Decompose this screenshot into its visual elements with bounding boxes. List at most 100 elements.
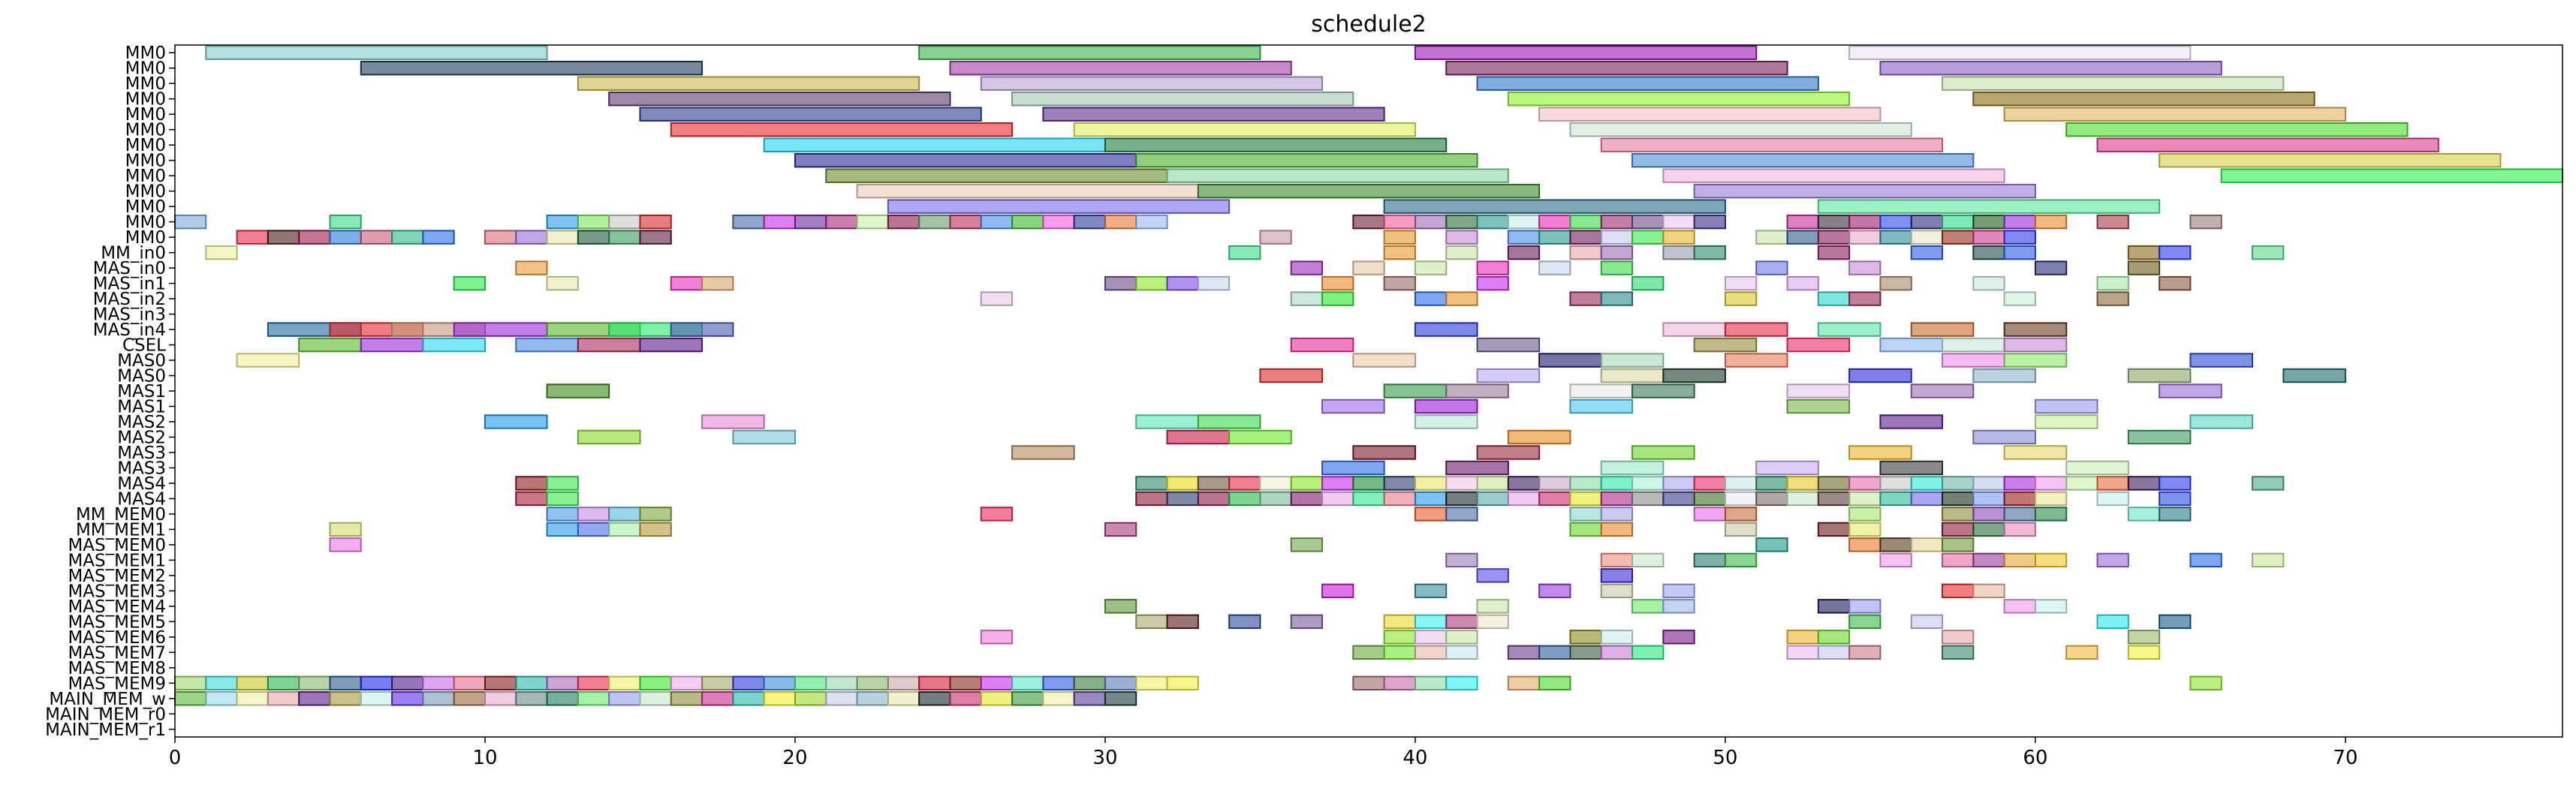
task-bar [1197, 414, 1261, 429]
y-axis: MM0MM0MM0MM0MM0MM0MM0MM0MM0MM0MM0MM0MM0M… [45, 44, 175, 740]
task-bar [1290, 260, 1324, 275]
task-bar [1321, 476, 1354, 491]
task-bar [1197, 491, 1231, 507]
task-bar [1755, 476, 1788, 491]
y-tick-label: MM_MEM1 [76, 520, 166, 540]
task-bar [329, 522, 362, 537]
task-bar [422, 691, 455, 706]
task-bar [484, 691, 517, 706]
task-bar [1724, 322, 1788, 337]
task-bar [887, 199, 1231, 214]
task-bar [1414, 675, 1448, 691]
task-bar [1352, 476, 1385, 491]
task-bar [1662, 230, 1695, 245]
y-tick-label: MM0 [125, 167, 166, 186]
task-bar [1817, 199, 2161, 214]
task-bar [1662, 599, 1695, 614]
task-bar [1631, 599, 1665, 614]
task-bar [1414, 291, 1448, 306]
task-bar [1910, 383, 1975, 399]
task-bar [546, 507, 579, 522]
task-bar [1321, 491, 1354, 507]
task-bar [1972, 522, 2005, 537]
y-tick-label: MM0 [125, 197, 166, 217]
task-bar [1321, 291, 1354, 306]
task-bar [1383, 245, 1416, 260]
task-bar [794, 214, 827, 230]
task-bar [1786, 383, 1851, 399]
task-bar [360, 675, 393, 691]
task-bar [1848, 599, 1882, 614]
task-bar [1817, 245, 1851, 260]
task-bar [2003, 552, 2036, 568]
task-bar [670, 275, 704, 291]
task-bar [1507, 92, 1851, 107]
task-bar [1600, 568, 1634, 583]
y-tick-label: MAS2 [117, 413, 166, 432]
task-bar [2189, 675, 2222, 691]
task-bar [577, 675, 610, 691]
task-bar [1631, 445, 1695, 460]
task-bar [1073, 691, 1106, 706]
task-bar [1848, 507, 1882, 522]
task-bar [1972, 214, 2005, 230]
task-bar [577, 76, 920, 91]
task-bar [1693, 507, 1726, 522]
task-bar [2003, 445, 2068, 460]
task-bar [1600, 491, 1634, 507]
task-bar [1972, 429, 2036, 445]
task-bar [1538, 583, 1571, 599]
task-bar [1879, 275, 1912, 291]
x-tick-label: 60 [2023, 747, 2047, 769]
task-bar [1942, 230, 1975, 245]
task-bar [1414, 614, 1448, 630]
task-bar [1538, 107, 1882, 122]
task-bar [236, 675, 269, 691]
task-bar [1817, 491, 1851, 507]
task-bar [1166, 614, 1199, 630]
task-bar [1879, 61, 2222, 76]
task-bar [1104, 691, 1137, 706]
task-bar [484, 675, 517, 691]
task-bar [670, 122, 1014, 137]
task-bar [1290, 491, 1324, 507]
y-tick-label: MAS0 [117, 367, 166, 386]
task-bar [1600, 507, 1634, 522]
task-bar [1507, 245, 1541, 260]
task-bar [1352, 645, 1385, 660]
task-bar [267, 691, 300, 706]
task-bar [453, 322, 548, 337]
task-bar [1569, 214, 1602, 230]
task-bar [1693, 183, 2036, 199]
y-tick-label: MAS3 [117, 444, 166, 463]
x-tick-label: 30 [1092, 747, 1117, 769]
task-bar [887, 675, 920, 691]
task-bar [1569, 122, 1912, 137]
task-bar [1910, 230, 1944, 245]
task-bar [1011, 675, 1044, 691]
task-bar [1414, 630, 1448, 645]
task-bar [577, 429, 641, 445]
task-bar [856, 691, 889, 706]
task-bar [763, 214, 796, 230]
task-bar [2003, 337, 2068, 353]
task-bar [887, 691, 920, 706]
task-bar [1910, 537, 1944, 552]
chart-title: schedule2 [1311, 11, 1427, 38]
task-bar [515, 230, 548, 245]
task-bar [1352, 353, 1416, 368]
task-bar [1879, 552, 1912, 568]
y-tick-label: MM0 [125, 121, 166, 140]
task-bar [1972, 245, 2005, 260]
task-bar [515, 691, 548, 706]
task-bar [546, 383, 610, 399]
task-bar [1321, 399, 1385, 414]
x-tick-label: 0 [169, 747, 182, 769]
task-bar [2127, 260, 2161, 275]
task-bar [1631, 383, 1695, 399]
task-bar [1476, 599, 1509, 614]
task-bar [1755, 230, 1788, 245]
task-bar [1662, 214, 1695, 230]
task-bar [1352, 260, 1385, 275]
task-bar [2127, 476, 2161, 491]
